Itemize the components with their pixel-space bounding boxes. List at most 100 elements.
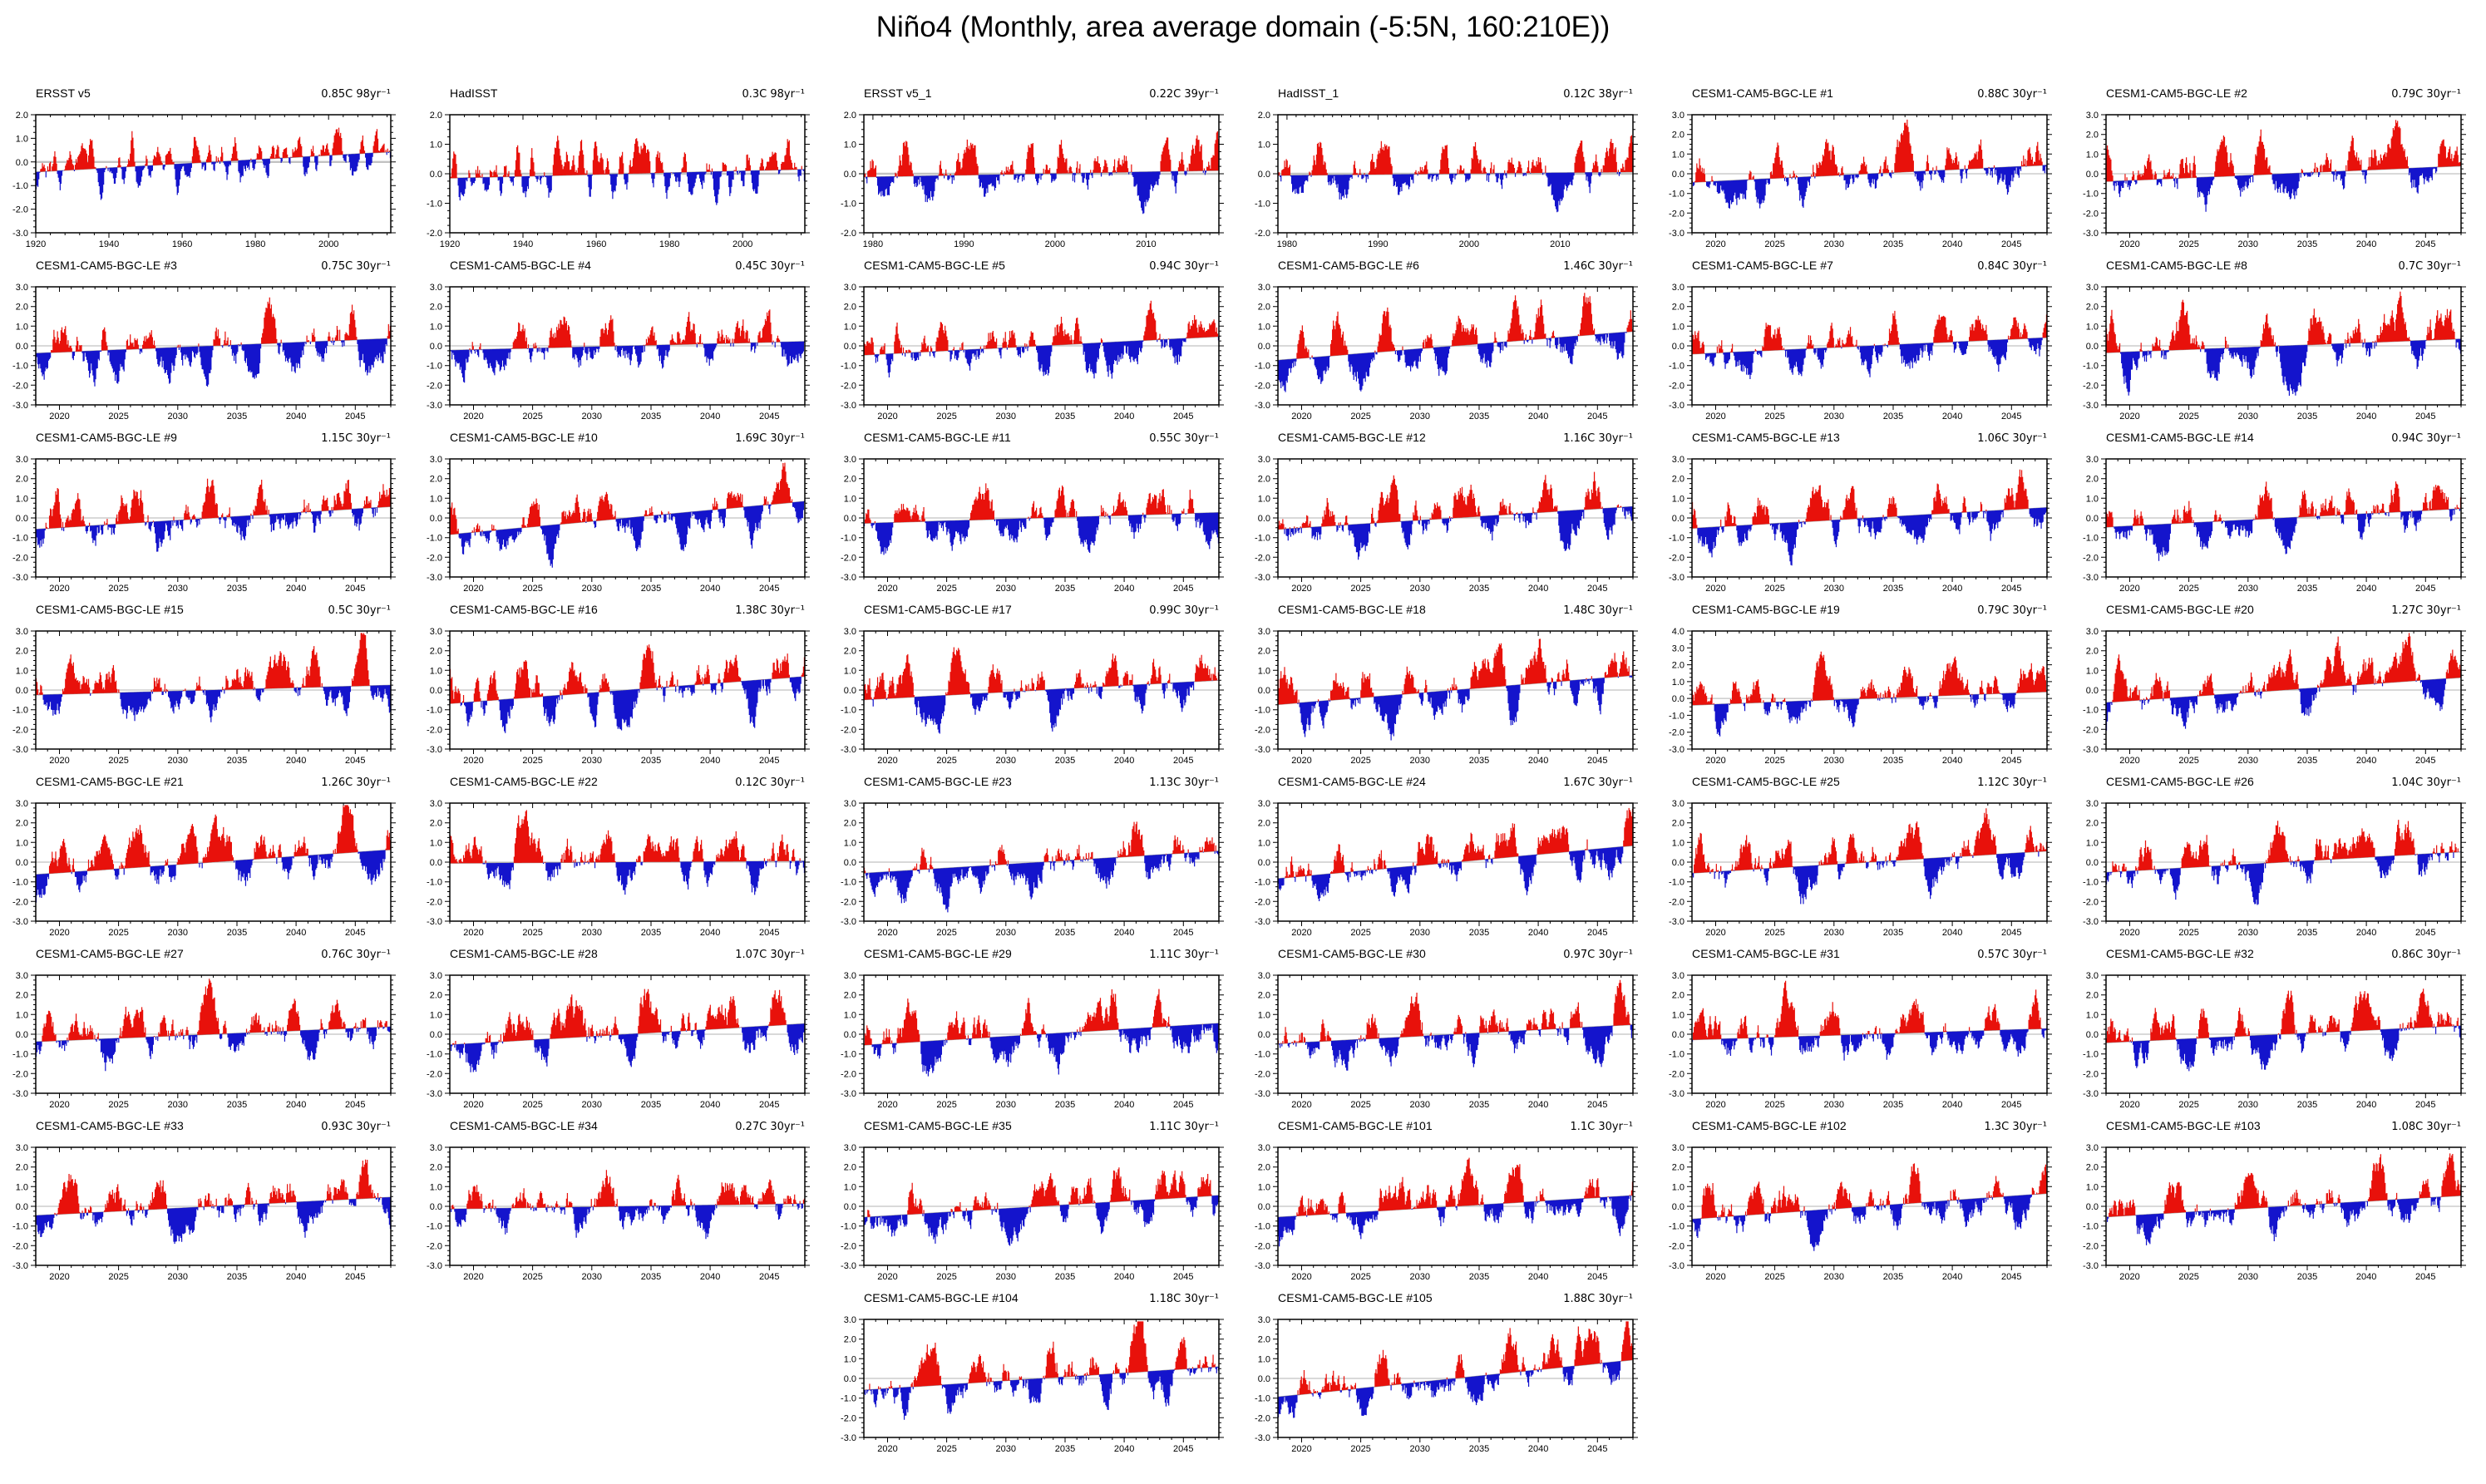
- chart-svg: 2020 2025 2030 2035 2040 2045 -3.0 -2.0 -1.0 0.0 1…: [841, 1143, 1224, 1282]
- x-tick-label: 1990: [1368, 239, 1388, 249]
- x-tick-label: 2020: [49, 928, 69, 938]
- panel-title: CESM1-CAM5-BGC-LE #28: [450, 947, 598, 960]
- x-tick-label: 2045: [345, 1100, 365, 1110]
- y-tick-label: 0.0: [16, 1030, 28, 1040]
- y-tick-label: -1.0: [841, 534, 856, 544]
- panel-title: CESM1-CAM5-BGC-LE #27: [36, 947, 184, 960]
- x-tick-label: 2035: [2297, 584, 2317, 594]
- y-tick-label: 1.0: [16, 322, 28, 332]
- y-tick-label: 0.0: [1672, 858, 1684, 868]
- panel-trend-label: 0.86C 30yr⁻¹: [2391, 949, 2461, 961]
- panel-trend-label: 1.13C 30yr⁻¹: [1149, 777, 1219, 789]
- y-tick-label: 2.0: [844, 991, 856, 1001]
- y-tick-label: 3.0: [1672, 283, 1684, 293]
- chart-panel: CESM1-CAM5-BGC-LE #20 1.27C 30yr⁻¹ 2020 2…: [2070, 596, 2484, 768]
- panel-trend-label: 1.08C 30yr⁻¹: [2391, 1121, 2461, 1133]
- y-tick-label: 2.0: [1258, 111, 1270, 121]
- y-tick-label: 1.0: [2086, 838, 2099, 848]
- panel-header: HadISST 0.3C 98yr⁻¹: [414, 86, 828, 101]
- y-tick-label: 0.0: [430, 514, 442, 524]
- x-tick-label: 2040: [1114, 1444, 1134, 1454]
- x-tick-label: 2040: [700, 756, 720, 766]
- y-tick-label: -3.0: [2083, 573, 2099, 583]
- panel-header: CESM1-CAM5-BGC-LE #19 0.79C 30yr⁻¹: [1656, 603, 2070, 618]
- chart-svg: 2020 2025 2030 2035 2040 2045 -3.0 -2.0 -1.0 0.0 1…: [1255, 455, 1638, 594]
- panel-title: CESM1-CAM5-BGC-LE #12: [1278, 431, 1426, 444]
- x-tick-label: 2030: [1824, 412, 1844, 422]
- y-tick-label: -2.0: [2083, 897, 2099, 907]
- x-tick-label: 1980: [659, 239, 679, 249]
- chart-svg: 2020 2025 2030 2035 2040 2045 -3.0 -2.0 -1.0 0.0 1…: [841, 799, 1224, 938]
- x-tick-label: 2020: [877, 412, 897, 422]
- x-tick-label: 2025: [936, 584, 956, 594]
- y-tick-label: 1.0: [844, 494, 856, 504]
- x-tick-label: 2020: [2119, 412, 2139, 422]
- panel-trend-label: 0.7C 30yr⁻¹: [2398, 260, 2461, 273]
- panel-trend-label: 0.3C 98yr⁻¹: [742, 88, 805, 101]
- panel-header: CESM1-CAM5-BGC-LE #102 1.3C 30yr⁻¹: [1656, 1119, 2070, 1134]
- panel-title: CESM1-CAM5-BGC-LE #22: [450, 775, 598, 788]
- y-tick-label: 1.0: [844, 141, 856, 150]
- panel-title: CESM1-CAM5-BGC-LE #9: [36, 431, 178, 444]
- y-tick-label: -1.0: [1255, 534, 1270, 544]
- chart-svg: 2020 2025 2030 2035 2040 2045 -3.0 -2.0 -1.0 0.0 1…: [12, 799, 396, 938]
- chart-panel: CESM1-CAM5-BGC-LE #9 1.15C 30yr⁻¹ 2020 20…: [0, 424, 414, 596]
- y-tick-label: 2.0: [844, 303, 856, 313]
- x-tick-label: 1920: [440, 239, 460, 249]
- panel-trend-label: 1.88C 30yr⁻¹: [1563, 1293, 1633, 1305]
- panel-trend-label: 0.79C 30yr⁻¹: [1977, 604, 2047, 617]
- x-tick-label: 2030: [168, 1272, 188, 1282]
- y-tick-label: -2.0: [2083, 1069, 2099, 1079]
- y-tick-label: -3.0: [12, 745, 28, 755]
- x-tick-label: 2040: [286, 928, 306, 938]
- x-tick-label: 2020: [463, 756, 483, 766]
- y-tick-label: 0.0: [1672, 342, 1684, 352]
- panel-header: CESM1-CAM5-BGC-LE #5 0.94C 30yr⁻¹: [828, 259, 1242, 274]
- y-tick-label: 0.0: [1258, 1030, 1270, 1040]
- y-tick-label: 0.0: [16, 858, 28, 868]
- panel-trend-label: 0.84C 30yr⁻¹: [1977, 260, 2047, 273]
- y-tick-label: -1.0: [427, 878, 442, 888]
- y-tick-label: 0.0: [430, 858, 442, 868]
- y-tick-label: 2.0: [844, 1335, 856, 1345]
- x-tick-label: 2030: [168, 928, 188, 938]
- x-tick-label: 2020: [877, 928, 897, 938]
- x-tick-label: 2025: [522, 1100, 542, 1110]
- x-tick-label: 2025: [2178, 584, 2198, 594]
- panel-header: CESM1-CAM5-BGC-LE #15 0.5C 30yr⁻¹: [0, 603, 414, 618]
- x-tick-label: 2035: [1883, 584, 1903, 594]
- x-tick-label: 2035: [641, 584, 661, 594]
- x-tick-label: 2040: [1942, 1100, 1962, 1110]
- y-tick-label: -3.0: [1669, 573, 1684, 583]
- y-tick-label: 1.0: [1258, 322, 1270, 332]
- y-tick-label: 1.0: [844, 1182, 856, 1192]
- y-tick-label: -3.0: [1669, 401, 1684, 411]
- panel-trend-label: 1.46C 30yr⁻¹: [1563, 260, 1633, 273]
- x-tick-label: 2045: [1173, 928, 1193, 938]
- y-tick-label: 0.0: [1258, 686, 1270, 696]
- chart-svg: 2020 2025 2030 2035 2040 2045 -3.0 -2.0 -1.0 0.0 1…: [841, 627, 1224, 766]
- panel-header: CESM1-CAM5-BGC-LE #16 1.38C 30yr⁻¹: [414, 603, 828, 618]
- x-tick-label: 2040: [2356, 412, 2376, 422]
- x-tick-label: 2035: [2297, 928, 2317, 938]
- y-tick-label: 1.0: [1258, 838, 1270, 848]
- panel-title: ERSST v5_1: [864, 86, 932, 100]
- x-tick-label: 2045: [2415, 928, 2435, 938]
- x-tick-label: 2025: [936, 1100, 956, 1110]
- x-tick-label: 2035: [1883, 928, 1903, 938]
- chart-svg: 2020 2025 2030 2035 2040 2045 -3.0 -2.0 -1.0 0.0 1…: [841, 971, 1224, 1110]
- x-tick-label: 2040: [1942, 1272, 1962, 1282]
- y-tick-label: 1.0: [16, 666, 28, 676]
- y-tick-label: 2.0: [1672, 131, 1684, 141]
- x-tick-label: 2025: [108, 928, 128, 938]
- x-tick-label: 2035: [1055, 1272, 1075, 1282]
- x-tick-label: 2035: [1469, 584, 1489, 594]
- panel-title: CESM1-CAM5-BGC-LE #4: [450, 259, 592, 272]
- panel-title: CESM1-CAM5-BGC-LE #8: [2106, 259, 2248, 272]
- y-tick-label: 3.0: [16, 283, 28, 293]
- x-tick-label: 2030: [1410, 928, 1430, 938]
- y-tick-label: -1.0: [1255, 1394, 1270, 1404]
- x-tick-label: 2045: [345, 1272, 365, 1282]
- x-tick-label: 2025: [1764, 928, 1784, 938]
- y-tick-label: 2.0: [2086, 131, 2099, 141]
